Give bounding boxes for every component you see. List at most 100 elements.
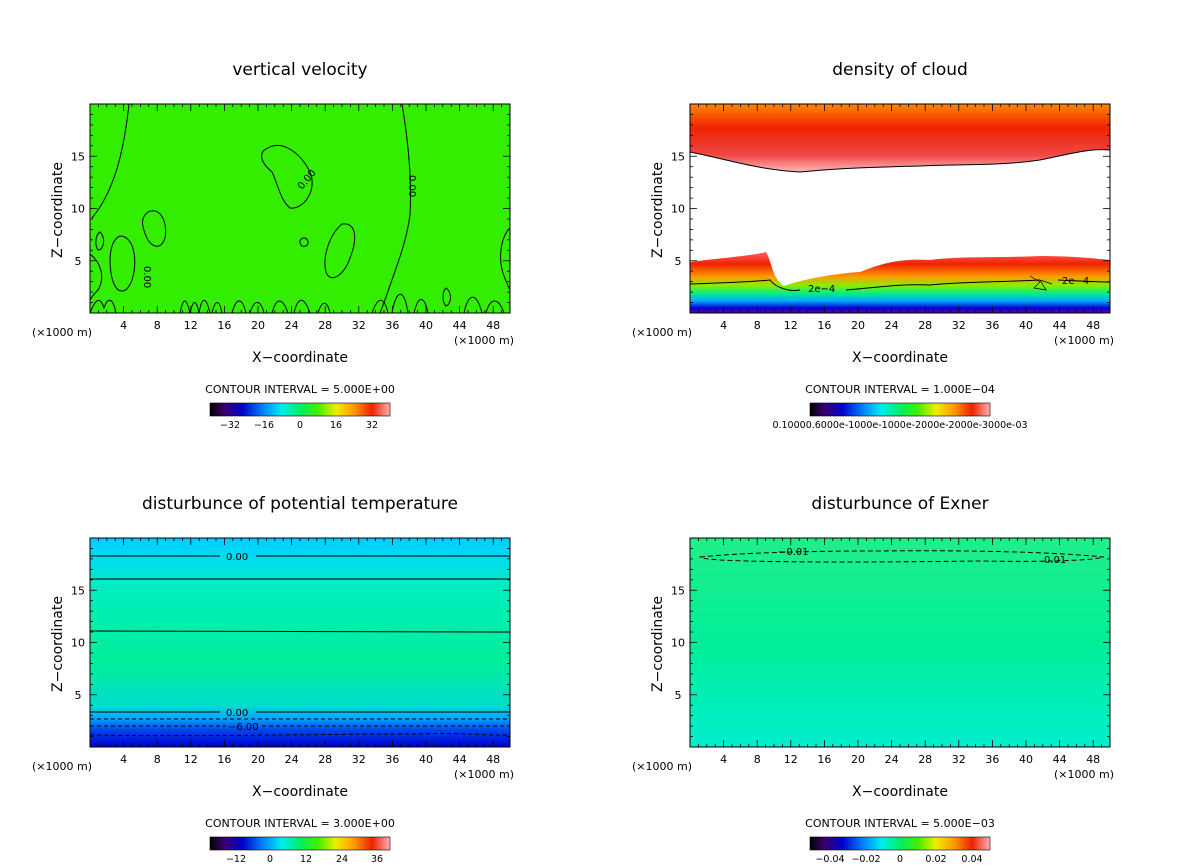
contour-line [261,145,313,209]
x-tick-label: 20 [851,753,865,766]
contour-interval: CONTOUR INTERVAL = 1.000E−04 [805,383,995,396]
contour-label: 0.01 [1044,555,1066,566]
x-tick-label: 32 [952,319,966,332]
contour-label: 2e−4 [1062,276,1089,287]
x-tick-label: 44 [1053,319,1067,332]
x-tick-label: 16 [217,753,231,766]
colorbar-label: 24 [336,854,348,865]
x-tick-label: 48 [486,753,500,766]
y-tick-label: 10 [71,637,85,650]
x-tick-label: 20 [251,319,265,332]
x-axis-label: X−coordinate [852,784,948,800]
panel-exner: disturbunce of Exner −0.01 0.01 4 8 12 16 20… [632,494,1114,865]
contour-lines [699,550,1105,563]
x-unit-label-right: (×1000 m) [1054,768,1114,781]
x-unit-label-left: (×1000 m) [32,760,92,773]
contour-line [142,210,167,247]
x-tick-label: 12 [784,753,798,766]
x-tick-label: 24 [285,319,299,332]
x-tick-label: 4 [720,319,727,332]
y-axis-label: Z−coordinate [650,596,666,692]
x-tick-label: 4 [120,319,127,332]
panel-potential-temperature: disturbunce of potential temperature 0.0… [32,494,514,865]
y-tick-label: 15 [671,584,685,597]
contour-line [463,296,505,314]
colorbar-label: 16 [330,420,342,431]
x-tick-label: 12 [784,319,798,332]
chart-title: density of cloud [832,60,968,80]
contour-field [90,104,510,313]
x-tick-label: 36 [385,319,399,332]
colorbar-label: 32 [366,420,378,431]
contour-line [699,550,1105,563]
x-tick-label: 8 [154,319,161,332]
colorbar-label: 0 [897,854,903,865]
contour-lines [89,103,511,314]
contour-line [89,299,117,314]
y-ticks: 5 10 15 [71,537,510,748]
panel-vertical-velocity: vertical velocity 0.00 0.00 0.00 4 8 12 16 2… [32,60,514,431]
y-axis-label: Z−coordinate [50,162,66,258]
contour-field [690,538,1110,747]
contour-line [95,231,105,251]
x-tick-label: 40 [419,319,433,332]
panel-density-of-cloud: density of cloud 2e−4 2e−4 4 8 12 16 20 24 28 3… [632,60,1114,431]
y-tick-label: 5 [75,255,82,268]
x-tick-label: 44 [453,753,467,766]
colorbar-label: 36 [371,854,383,865]
contour-line [109,235,136,292]
x-tick-label: 36 [985,319,999,332]
x-ticks: 4 8 12 16 20 24 28 32 36 40 44 48 [89,538,511,766]
contour-label: 0.00 [226,708,248,719]
x-tick-label: 4 [720,753,727,766]
x-tick-label: 48 [1086,753,1100,766]
y-tick-label: 5 [675,255,682,268]
colorbar [809,836,991,851]
y-tick-label: 10 [671,637,685,650]
contour-field [90,538,510,747]
x-tick-label: 12 [184,753,198,766]
x-ticks: 4 8 12 16 20 24 28 32 36 40 44 48 [89,104,511,332]
x-tick-label: 8 [154,753,161,766]
colorbar [809,402,991,417]
contour-line [442,287,451,307]
colorbar-label: 0 [297,420,303,431]
chart-title: vertical velocity [232,60,367,80]
x-unit-label-right: (×1000 m) [454,768,514,781]
x-tick-label: 16 [817,319,831,332]
contour-lines [689,149,1111,291]
contour-line [1029,275,1053,291]
x-tick-label: 36 [385,753,399,766]
colorbar [209,836,391,851]
x-tick-label: 32 [352,753,366,766]
x-tick-label: 24 [285,753,299,766]
colorbar [209,402,391,417]
colorbar-label: 0.10000.6000e-1000e-1000e-2000e-2000e-30… [772,420,1027,431]
colorbar-label: 0.02 [925,854,946,865]
x-unit-label-left: (×1000 m) [32,326,92,339]
contour-label: 0.00 [141,266,152,288]
contour-line [689,149,1111,173]
x-tick-label: 44 [453,319,467,332]
x-tick-label: 48 [486,319,500,332]
x-tick-label: 24 [885,753,899,766]
contour-label: 0.00 [226,552,248,563]
x-tick-label: 24 [885,319,899,332]
colorbar-label: 0.04 [961,854,982,865]
colorbar-label: −32 [220,420,240,431]
x-tick-label: 12 [184,319,198,332]
colorbar-label: −0.04 [815,854,844,865]
x-tick-label: 40 [419,753,433,766]
contour-line [317,293,429,314]
colorbar-labels: −12 0 12 24 36 [226,854,383,865]
y-ticks: 5 10 15 [671,103,1110,314]
contour-line [179,299,223,314]
contour-line [89,630,511,633]
contour-line [89,253,103,301]
x-unit-label-right: (×1000 m) [454,334,514,347]
contour-lines [89,555,511,737]
y-ticks: 5 10 15 [671,537,1110,748]
contour-interval: CONTOUR INTERVAL = 5.000E+00 [205,383,395,396]
x-unit-label-left: (×1000 m) [632,326,692,339]
